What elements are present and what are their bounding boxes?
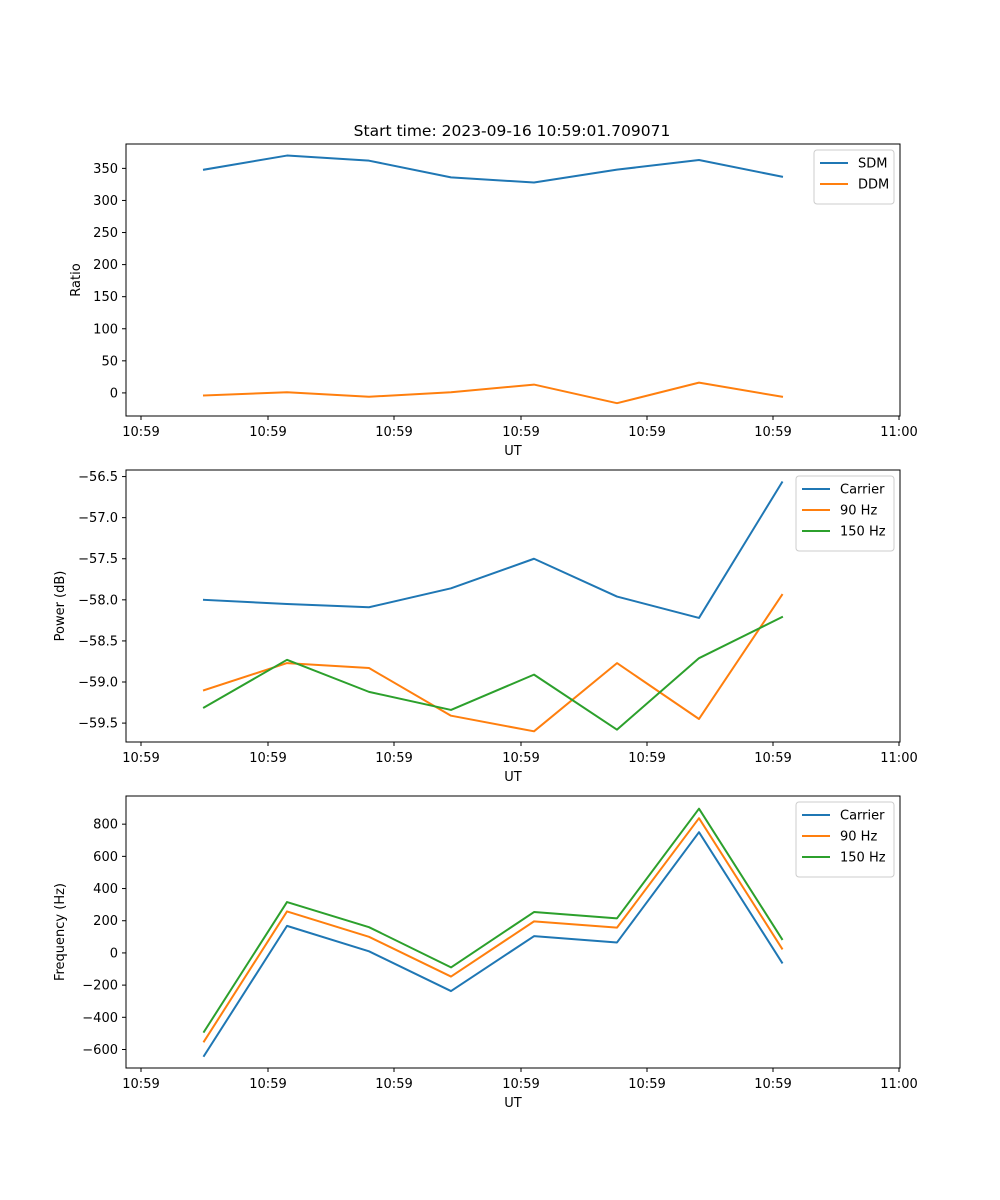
plots-container: 10:59 10:59 10:59 10:59 10:59 10:59 11:00 UT 0 50… [53, 143, 918, 1111]
series-line-sdm [202, 154, 784, 184]
y-tick-label: 300 [93, 194, 118, 209]
y-tick-label: 600 [93, 850, 118, 865]
x-tick-label: 10:59 [375, 425, 412, 440]
x-tick-label: 10:59 [375, 1077, 412, 1092]
y-tick-label: −59.0 [78, 676, 118, 691]
legend-label-90-hz: 90 Hz [840, 830, 877, 845]
x-axis-label: UT [504, 444, 522, 459]
series-line-90-hz [202, 817, 784, 1043]
legend: SDM DDM [813, 149, 895, 205]
axes-frame [125, 143, 901, 417]
x-tick-label: 10:59 [249, 1077, 286, 1092]
y-tick-label: −58.0 [78, 593, 118, 608]
chart-title: Start time: 2023-09-16 10:59:01.709071 [354, 122, 671, 140]
x-tick-label: 10:59 [249, 751, 286, 766]
x-tick-label: 10:59 [122, 1077, 159, 1092]
legend-label-ddm: DDM [858, 178, 889, 193]
x-tick-label: 11:00 [880, 1077, 917, 1092]
x-tick-label: 10:59 [502, 751, 539, 766]
legend: Carrier 90 Hz 150 Hz [795, 801, 895, 878]
y-tick-label: −59.5 [78, 717, 118, 732]
y-tick-label: −200 [82, 979, 118, 994]
y-tick-label: 50 [101, 354, 118, 369]
axes-frame [125, 795, 901, 1069]
x-tick-label: 10:59 [628, 425, 665, 440]
x-tick-label: 10:59 [754, 1077, 791, 1092]
y-tick-label: −57.5 [78, 552, 118, 567]
series-line-ddm [202, 381, 784, 405]
y-tick-label: 200 [93, 914, 118, 929]
y-axis-label: Power (dB) [53, 571, 68, 642]
x-tick-label: 10:59 [628, 1077, 665, 1092]
legend-label-90-hz: 90 Hz [840, 504, 877, 519]
x-axis-label: UT [504, 770, 522, 785]
x-tick-label: 10:59 [754, 751, 791, 766]
y-tick-label: 100 [93, 322, 118, 337]
legend-label-carrier: Carrier [840, 809, 885, 824]
y-tick-label: 400 [93, 882, 118, 897]
subplot-1: 10:59 10:59 10:59 10:59 10:59 10:59 11:00 UT 0 50… [69, 143, 918, 459]
y-axis-label: Frequency (Hz) [53, 883, 68, 981]
legend-frame [795, 801, 895, 878]
y-tick-label: 150 [93, 290, 118, 305]
x-tick-label: 10:59 [754, 425, 791, 440]
x-tick-label: 11:00 [880, 751, 917, 766]
legend-label-sdm: SDM [858, 157, 887, 172]
series-line-150-hz [202, 807, 784, 1034]
series-line-90-hz [202, 593, 784, 733]
y-tick-label: 250 [93, 226, 118, 241]
y-tick-label: −58.5 [78, 634, 118, 649]
y-tick-label: 200 [93, 258, 118, 273]
legend-label-150-hz: 150 Hz [840, 525, 886, 540]
x-tick-label: 10:59 [375, 751, 412, 766]
y-tick-label: 800 [93, 818, 118, 833]
legend-label-carrier: Carrier [840, 483, 885, 498]
series-line-carrier [202, 831, 784, 1058]
legend: Carrier 90 Hz 150 Hz [795, 475, 895, 552]
y-tick-label: −600 [82, 1043, 118, 1058]
subplot-2: 10:59 10:59 10:59 10:59 10:59 10:59 11:00 UT −59… [53, 469, 918, 785]
series-line-carrier [202, 480, 784, 619]
y-axis-label: Ratio [69, 263, 84, 296]
x-axis-label: UT [504, 1096, 522, 1111]
legend-label-150-hz: 150 Hz [840, 851, 886, 866]
x-tick-label: 10:59 [502, 425, 539, 440]
x-tick-label: 10:59 [122, 751, 159, 766]
subplot-3: 10:59 10:59 10:59 10:59 10:59 10:59 11:00 UT −60… [53, 795, 918, 1111]
y-tick-label: 0 [110, 386, 118, 401]
y-tick-label: 0 [110, 946, 118, 961]
x-tick-label: 10:59 [628, 751, 665, 766]
series-line-150-hz [202, 615, 784, 731]
x-tick-label: 11:00 [880, 425, 917, 440]
x-tick-label: 10:59 [249, 425, 286, 440]
x-tick-label: 10:59 [122, 425, 159, 440]
y-tick-label: −400 [82, 1011, 118, 1026]
y-tick-label: 350 [93, 162, 118, 177]
x-tick-label: 10:59 [502, 1077, 539, 1092]
axes-frame [125, 469, 901, 743]
legend-frame [795, 475, 895, 552]
y-tick-label: −57.0 [78, 511, 118, 526]
y-tick-label: −56.5 [78, 470, 118, 485]
